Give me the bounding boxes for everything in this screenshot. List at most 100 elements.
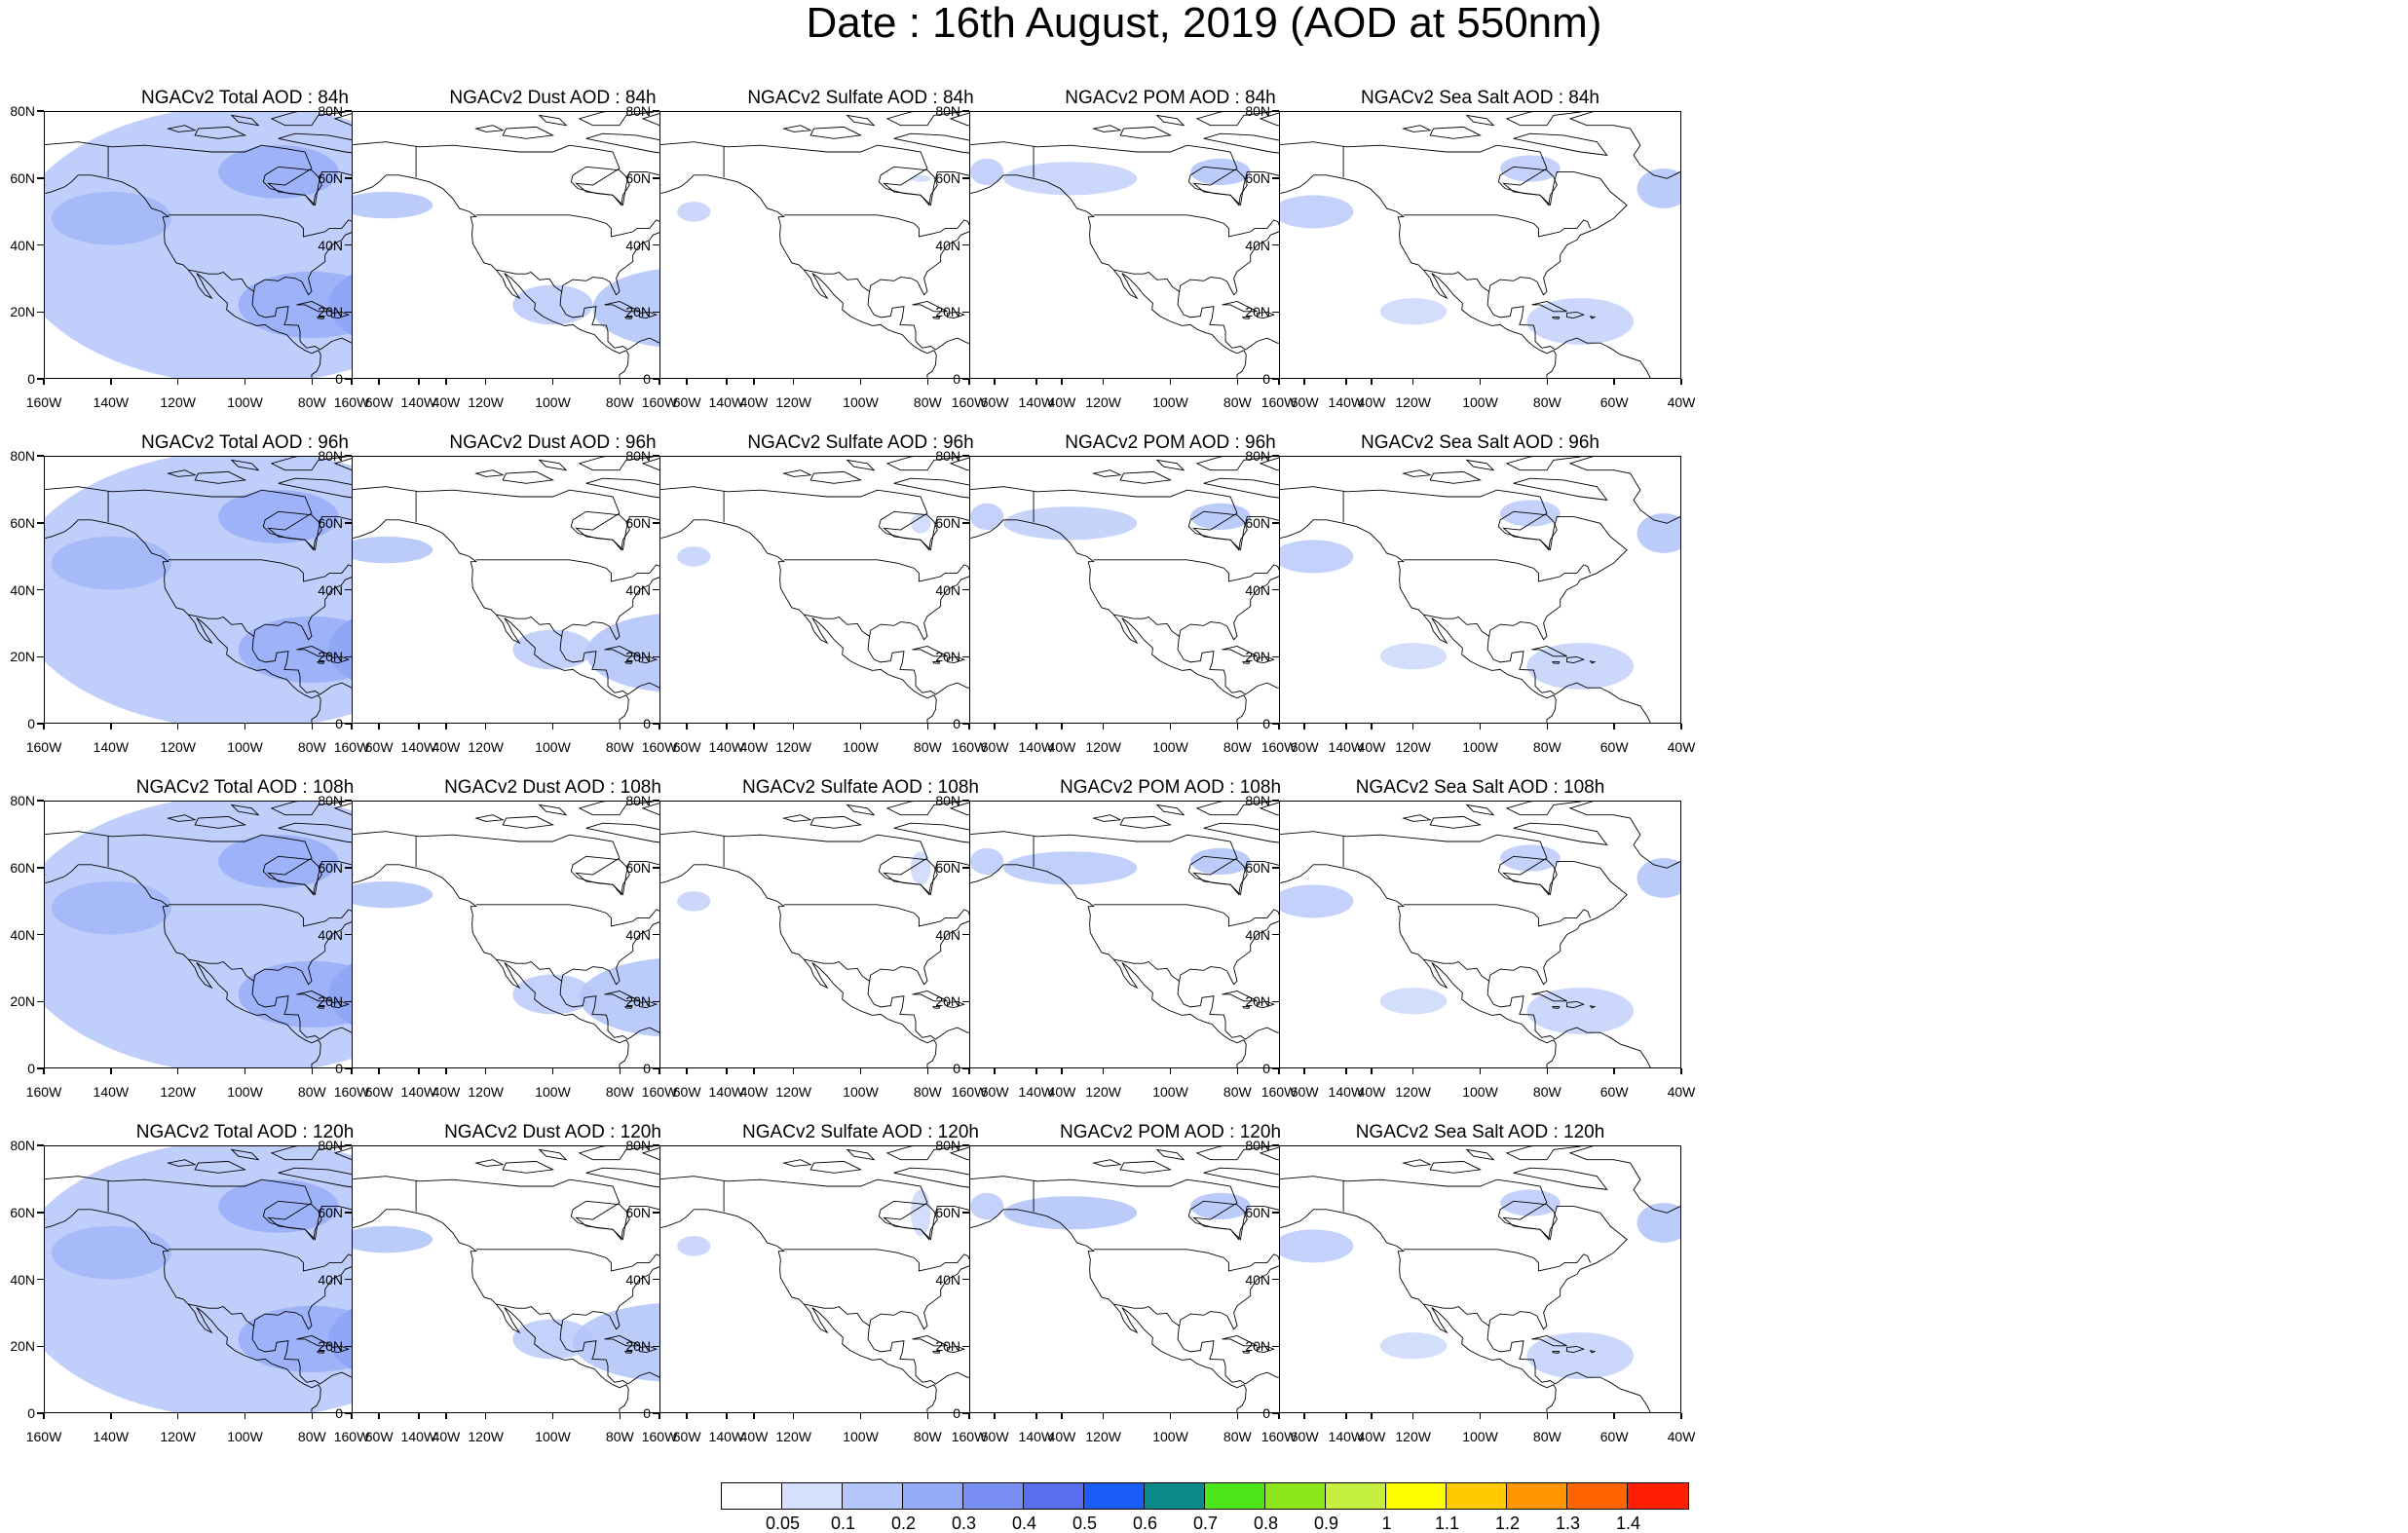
x-tick <box>445 1068 447 1074</box>
coastline <box>809 815 863 829</box>
x-tick-label: 140W <box>708 1084 745 1100</box>
coastline <box>194 126 247 139</box>
coastline <box>1401 1159 1432 1167</box>
y-tick-label: 20N <box>318 304 343 320</box>
panel-title: NGACv2 Sea Salt AOD : 84h <box>1360 88 1599 108</box>
coastline <box>1119 1160 1173 1174</box>
x-tick-label: 120W <box>1395 1084 1431 1100</box>
y-tick <box>37 655 44 657</box>
aod-field <box>1280 1229 1354 1263</box>
x-tick-label: 120W <box>1085 1429 1121 1444</box>
colorbar-level-label: 0.8 <box>1253 1514 1279 1533</box>
x-tick-label: 40W <box>432 739 461 755</box>
x-tick <box>484 379 487 385</box>
x-tick <box>686 1068 688 1074</box>
y-tick-label: 80N <box>318 448 343 464</box>
y-tick-label: 60N <box>318 1204 343 1220</box>
x-tick <box>484 1068 487 1074</box>
coastline <box>846 1148 876 1161</box>
x-tick-label: 100W <box>843 1084 879 1100</box>
coastline <box>1589 1350 1597 1354</box>
country-border <box>1423 614 1490 638</box>
map-panel: NGACv2 Sea Salt AOD : 84h 80N 60N 40N 20N 0 16… <box>1235 86 1722 422</box>
colorbar-swatch <box>1567 1483 1628 1509</box>
y-tick <box>653 655 659 657</box>
aod-field <box>970 158 1004 186</box>
y-tick <box>37 177 44 179</box>
x-tick <box>1169 1413 1172 1419</box>
coastline <box>578 457 655 471</box>
y-tick-label: 0 <box>643 1061 651 1076</box>
coastline <box>885 457 962 471</box>
x-tick-label: 160W <box>641 394 678 410</box>
coastline <box>1551 1006 1561 1009</box>
y-tick <box>345 177 352 179</box>
coastline <box>502 815 555 829</box>
coastline <box>230 459 260 471</box>
country-border <box>188 614 255 638</box>
coastline <box>578 112 655 127</box>
colorbar-swatch <box>1326 1483 1386 1509</box>
x-tick-label: 140W <box>1328 394 1365 410</box>
coastline <box>296 1335 332 1347</box>
x-tick <box>792 379 795 385</box>
aod-field <box>238 271 386 339</box>
y-tick-label: 60N <box>935 514 960 531</box>
x-tick-label: 140W <box>400 1084 437 1100</box>
coastline <box>623 1351 633 1354</box>
x-tick-label: 160W <box>333 394 370 410</box>
aod-field <box>1003 851 1138 885</box>
y-tick <box>653 800 659 802</box>
y-tick-label: 60N <box>318 859 343 876</box>
y-tick <box>1272 723 1279 725</box>
colorbar-level-label: 1.1 <box>1434 1514 1460 1533</box>
x-tick-label: 100W <box>1462 1084 1498 1100</box>
map-panel: NGACv2 Sea Salt AOD : 108h 80N 60N 40N 20N 0 1… <box>1235 775 1722 1111</box>
coastline <box>623 661 633 664</box>
y-tick <box>345 1345 352 1347</box>
x-tick-label: 60W <box>1290 1084 1319 1100</box>
country-border <box>168 559 356 582</box>
country-border <box>804 614 871 638</box>
coastline <box>604 1335 640 1347</box>
y-tick <box>1272 867 1279 869</box>
country-border <box>1403 214 1591 238</box>
x-tick-label: 160W <box>333 1084 370 1100</box>
coastline <box>878 1200 938 1241</box>
x-tick-label: 140W <box>1018 1429 1055 1444</box>
y-tick-label: 0 <box>1262 716 1270 731</box>
coastline <box>1257 1345 1275 1354</box>
panel-title: NGACv2 Sulfate AOD : 96h <box>747 432 974 453</box>
y-tick-label: 40N <box>10 581 35 598</box>
x-tick <box>1278 1413 1280 1419</box>
coastline <box>1465 459 1495 471</box>
map-plot-area <box>1279 801 1681 1068</box>
country-border <box>475 904 663 927</box>
colorbar-swatch <box>903 1483 963 1509</box>
x-tick-label: 140W <box>1018 1084 1055 1100</box>
x-tick-label: 100W <box>843 739 879 755</box>
x-tick <box>1278 1068 1280 1074</box>
coastline <box>316 1351 325 1354</box>
x-tick-label: 160W <box>1260 739 1298 755</box>
coastline <box>931 1351 941 1354</box>
x-tick-label: 80W <box>1223 739 1252 755</box>
x-tick-label: 140W <box>400 739 437 755</box>
y-tick-label: 0 <box>27 1061 35 1076</box>
coastline <box>809 1160 863 1174</box>
y-tick <box>345 588 352 591</box>
coastline <box>270 802 347 816</box>
x-tick-label: 80W <box>1532 739 1561 755</box>
coastline <box>639 655 658 664</box>
y-tick <box>962 588 969 591</box>
y-tick-label: 0 <box>27 371 35 387</box>
x-tick-label: 60W <box>980 1084 1009 1100</box>
x-tick <box>1102 1068 1105 1074</box>
y-tick <box>653 1000 659 1002</box>
panel-title: NGACv2 Sea Salt AOD : 120h <box>1355 1122 1605 1142</box>
coastline <box>262 855 322 896</box>
x-tick <box>418 724 420 729</box>
coastline <box>570 1200 630 1241</box>
x-tick-label: 60W <box>672 1084 701 1100</box>
colorbar-swatch <box>963 1483 1024 1509</box>
